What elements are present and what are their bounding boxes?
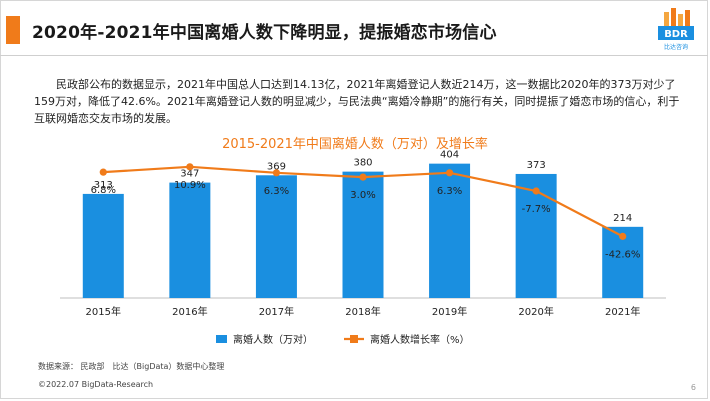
legend-line-marker — [350, 335, 358, 343]
data-source: 数据来源： 民政部 比达（BigData）数据中心整理 — [38, 362, 225, 371]
x-tick-label-3: 2018年 — [345, 305, 380, 318]
growth-label-3: 3.0% — [350, 190, 375, 201]
growth-label-4: 6.3% — [437, 186, 462, 197]
page-title: 2020年-2021年中国离婚人数下降明显，提振婚恋市场信心 — [32, 23, 497, 43]
legend-bar-label: 离婚人数（万对） — [233, 333, 313, 346]
chart-title: 2015-2021年中国离婚人数（万对）及增长率 — [222, 137, 488, 152]
logo-bars — [664, 8, 690, 26]
bar-1 — [169, 182, 211, 298]
title-divider — [0, 55, 708, 56]
bar-label-5: 373 — [527, 160, 546, 171]
page-number: 6 — [690, 383, 696, 392]
growth-point-2 — [272, 169, 281, 177]
growth-point-6 — [619, 232, 627, 240]
bar-3 — [342, 171, 384, 298]
bar-0 — [82, 193, 124, 298]
bar-label-6: 214 — [613, 213, 632, 224]
bdr-logo-icon: BDR 比达咨询 — [658, 8, 694, 51]
bar-2 — [255, 175, 297, 298]
intro-paragraph: 民政部公布的数据显示，2021年中国总人口达到14.13亿，2021年离婚登记人… — [34, 78, 680, 125]
x-tick-label-2: 2017年 — [259, 305, 294, 318]
growth-point-3 — [359, 173, 367, 181]
x-tick-label-6: 2021年 — [605, 305, 640, 318]
logo-subtext: 比达咨询 — [664, 43, 688, 51]
x-tick-label-1: 2016年 — [172, 305, 207, 318]
logo-text: BDR — [664, 29, 688, 40]
growth-point-0 — [99, 168, 107, 176]
growth-point-5 — [532, 187, 540, 195]
growth-label-5: -7.7% — [522, 204, 551, 215]
x-tick-label-0: 2015年 — [86, 305, 121, 318]
bar-label-4: 404 — [440, 150, 459, 161]
x-tick-label-4: 2019年 — [432, 305, 467, 318]
title-accent-bar — [6, 16, 20, 44]
bar-label-3: 380 — [353, 158, 372, 169]
legend-bar-swatch — [216, 335, 227, 343]
logo-text-box — [658, 26, 694, 40]
bar-label-2: 369 — [267, 161, 286, 172]
growth-label-1: 10.9% — [174, 180, 206, 191]
growth-label-2: 6.3% — [264, 186, 289, 197]
copyright: ©2022.07 BigData-Research — [38, 380, 154, 389]
bar-5 — [515, 173, 557, 298]
x-tick-label-5: 2020年 — [518, 305, 553, 318]
growth-point-1 — [186, 163, 194, 171]
growth-label-6: -42.6% — [605, 249, 640, 260]
growth-point-4 — [445, 169, 454, 177]
bar-label-0: 313 — [94, 180, 113, 191]
legend-line-label: 离婚人数增长率（%） — [370, 333, 470, 346]
growth-label-0: 6.8% — [91, 185, 116, 196]
bar-4 — [429, 163, 471, 298]
bar-label-1: 347 — [180, 169, 199, 180]
